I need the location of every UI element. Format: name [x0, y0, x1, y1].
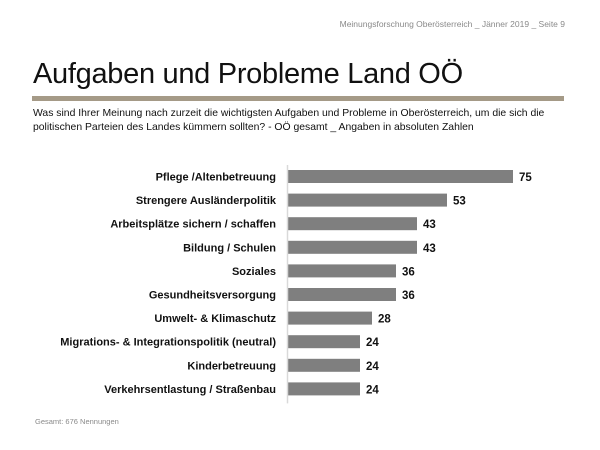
value-label: 24	[366, 337, 379, 349]
bar	[288, 240, 417, 254]
bar	[288, 358, 360, 372]
value-label: 24	[366, 361, 379, 373]
bar	[288, 170, 513, 183]
category-label: Gesundheitsversorgung	[149, 290, 276, 302]
bars	[288, 170, 513, 396]
bar	[288, 311, 372, 325]
survey-question: Was sind Ihrer Meinung nach zurzeit die …	[33, 108, 545, 133]
value-label: 53	[453, 196, 466, 208]
value-label: 75	[519, 172, 532, 184]
category-label: Kinderbetreuung	[187, 360, 276, 372]
category-label: Soziales	[232, 266, 276, 278]
value-label: 24	[366, 384, 379, 396]
bar	[288, 288, 396, 301]
category-label: Bildung / Schulen	[183, 242, 276, 254]
value-label: 36	[402, 266, 415, 278]
bar	[288, 382, 360, 396]
category-labels: Pflege /Altenbetreuung Strengere Auslände…	[60, 172, 277, 396]
header-note: Meinungsforschung Oberösterreich _ Jänne…	[339, 19, 565, 29]
category-label: Strengere Ausländerpolitik	[136, 195, 277, 207]
bar	[288, 217, 417, 231]
page-title: Aufgaben und Probleme Land OÖ	[33, 58, 463, 90]
footer-note: Gesamt: 676 Nennungen	[35, 417, 119, 426]
value-label: 28	[378, 314, 391, 326]
category-label: Verkehrsentlastung / Straßenbau	[104, 384, 276, 396]
value-label: 36	[402, 290, 415, 302]
category-label: Migrations- & Integrationspolitik (neutr…	[60, 337, 276, 349]
title-divider	[32, 96, 564, 101]
bar	[288, 264, 396, 278]
bar	[288, 193, 447, 207]
value-label: 43	[423, 243, 436, 255]
value-label: 43	[423, 219, 436, 231]
value-labels: 75 53 43 43 36 36 28 24 24 24	[366, 172, 532, 396]
category-label: Arbeitsplätze sichern / schaffen	[110, 219, 276, 231]
bar	[288, 335, 360, 349]
category-label: Umwelt- & Klimaschutz	[154, 313, 276, 325]
category-label: Pflege /Altenbetreuung	[156, 172, 276, 184]
